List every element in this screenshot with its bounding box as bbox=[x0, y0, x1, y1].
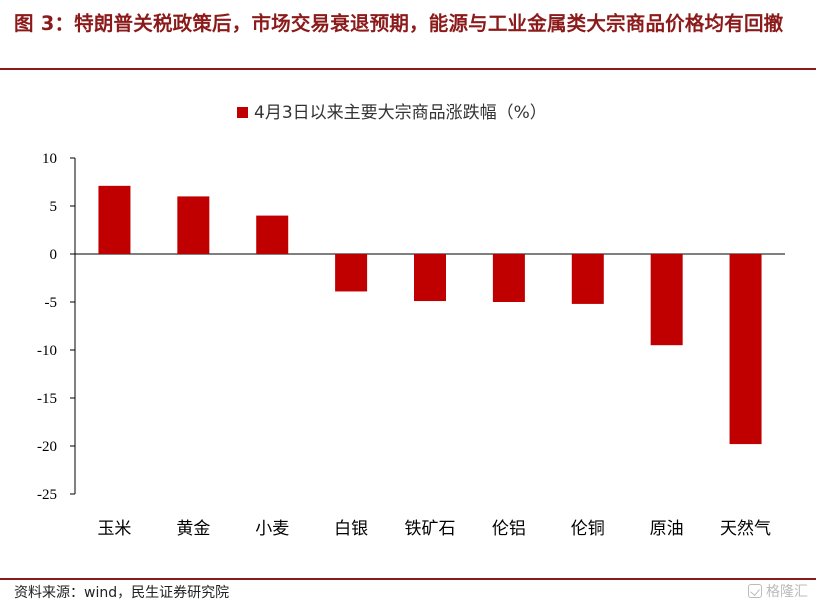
x-category-label: 小麦 bbox=[255, 519, 289, 539]
bar bbox=[177, 196, 210, 254]
x-category-label: 铁矿石 bbox=[405, 519, 456, 539]
title-divider bbox=[0, 68, 816, 70]
watermark-text: 格隆汇 bbox=[766, 584, 808, 600]
bar-chart: 4月3日以来主要大宗商品涨跌幅（%） 10 5 0 -5 -10 -15 -20 -25 玉米… bbox=[37, 103, 785, 539]
legend-swatch bbox=[237, 107, 248, 118]
y-tick-label: 0 bbox=[50, 247, 58, 263]
y-tick-label: 10 bbox=[42, 151, 57, 167]
x-category-label: 原油 bbox=[650, 519, 684, 539]
y-tick-label: 5 bbox=[50, 199, 58, 215]
y-tick-label: -5 bbox=[45, 295, 58, 311]
bar bbox=[256, 215, 289, 254]
y-tick-label: -20 bbox=[37, 439, 57, 455]
bar bbox=[729, 254, 762, 445]
chart-bars bbox=[98, 185, 762, 445]
x-category-label: 天然气 bbox=[720, 519, 771, 539]
x-axis-labels: 玉米 黄金 小麦 白银 铁矿石 伦铝 伦铜 原油 天然气 bbox=[97, 519, 771, 539]
watermark-logo-icon bbox=[748, 584, 762, 598]
footer-divider bbox=[0, 578, 816, 580]
x-category-label: 白银 bbox=[334, 519, 368, 539]
y-tick-label: -10 bbox=[37, 343, 57, 359]
source-note: 资料来源：wind，民生证券研究院 bbox=[14, 585, 230, 601]
watermark: 格隆汇 bbox=[748, 581, 808, 601]
x-category-label: 黄金 bbox=[176, 519, 210, 539]
y-axis-ticks: 10 5 0 -5 -10 -15 -20 -25 bbox=[37, 151, 75, 503]
bar bbox=[492, 254, 525, 302]
legend-label: 4月3日以来主要大宗商品涨跌幅（%） bbox=[254, 103, 547, 123]
bar bbox=[414, 254, 446, 302]
bar bbox=[650, 254, 683, 346]
x-category-label: 伦铝 bbox=[492, 519, 526, 539]
bar bbox=[98, 185, 131, 254]
y-tick-label: -15 bbox=[37, 391, 57, 407]
bar bbox=[335, 254, 368, 292]
x-category-label: 伦铜 bbox=[571, 519, 605, 539]
x-category-label: 玉米 bbox=[97, 519, 131, 539]
figure-title: 图 3：特朗普关税政策后，市场交易衰退预期，能源与工业金属类大宗商品价格均有回撤 bbox=[14, 12, 784, 35]
bar bbox=[571, 254, 604, 304]
y-tick-label: -25 bbox=[37, 487, 57, 503]
chart-legend: 4月3日以来主要大宗商品涨跌幅（%） bbox=[237, 103, 547, 123]
